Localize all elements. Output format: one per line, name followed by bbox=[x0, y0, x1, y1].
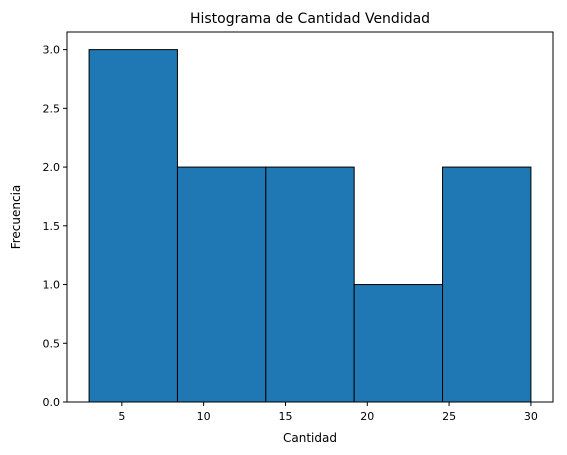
x-tick-label: 15 bbox=[278, 410, 292, 423]
y-tick-label: 1.5 bbox=[43, 220, 61, 233]
histogram-bar-1 bbox=[88, 49, 178, 403]
y-tick-label: 2.5 bbox=[43, 102, 61, 115]
x-axis-ticks: 5 10 15 20 25 30 bbox=[118, 402, 538, 423]
histogram-bars bbox=[88, 49, 532, 403]
histogram-bar-4 bbox=[353, 284, 444, 403]
x-axis-label: Cantidad bbox=[283, 431, 337, 445]
plot-frame bbox=[66, 31, 554, 403]
y-tick-label: 0.5 bbox=[43, 337, 61, 350]
histogram-bar-5 bbox=[442, 166, 532, 403]
chart-title: Histograma de Cantidad Vendidad bbox=[190, 11, 430, 27]
y-tick-label: 2.0 bbox=[43, 161, 61, 174]
histogram-bar-2 bbox=[176, 166, 267, 403]
y-axis-label: Frecuencia bbox=[9, 185, 23, 250]
histogram-bar-3 bbox=[265, 166, 355, 403]
x-tick-label: 5 bbox=[118, 410, 125, 423]
y-axis-ticks: 0.0 0.5 1.0 1.5 2.0 2.5 3.0 bbox=[43, 44, 67, 409]
y-tick-label: 3.0 bbox=[43, 44, 61, 57]
x-tick-label: 30 bbox=[524, 410, 538, 423]
y-tick-label: 0.0 bbox=[43, 396, 61, 409]
y-tick-label: 1.0 bbox=[43, 279, 61, 292]
x-tick-label: 25 bbox=[442, 410, 456, 423]
x-tick-label: 10 bbox=[197, 410, 211, 423]
x-tick-label: 20 bbox=[360, 410, 374, 423]
